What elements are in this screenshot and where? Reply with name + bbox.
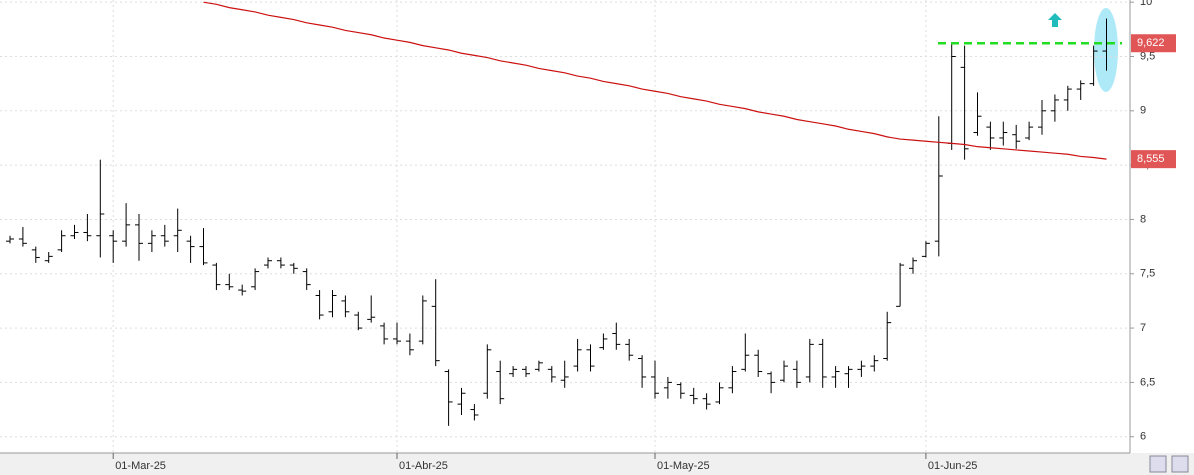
x-tick-label: 01-Jun-25: [928, 460, 978, 472]
up-arrow: [1048, 13, 1062, 27]
x-tick-label: 01-Mar-25: [115, 460, 166, 472]
save-button[interactable]: [1171, 455, 1189, 473]
y-tick-label: 8: [1140, 213, 1146, 225]
last-close-label: 9,622: [1137, 37, 1165, 49]
y-tick-label: 10: [1140, 0, 1152, 8]
y-tick-label: 9: [1140, 105, 1146, 117]
y-tick-label: 7: [1140, 322, 1146, 334]
moving-average: [203, 1, 1107, 160]
x-axis-strip: [0, 453, 1194, 475]
last-ma-label-box: [1131, 150, 1176, 169]
y-tick-label: 9,5: [1140, 50, 1155, 62]
y-tick-label: 7,5: [1140, 268, 1155, 280]
y-tick-label: 6,5: [1140, 376, 1155, 388]
x-tick-label: 01-May-25: [657, 460, 710, 472]
x-tick-label: 01-Abr-25: [399, 460, 448, 472]
last-close-label-box: [1131, 34, 1176, 53]
last-ma-label: 8,555: [1137, 153, 1165, 165]
y-tick-label: 6: [1140, 431, 1146, 443]
zoom-button[interactable]: [1149, 455, 1167, 473]
